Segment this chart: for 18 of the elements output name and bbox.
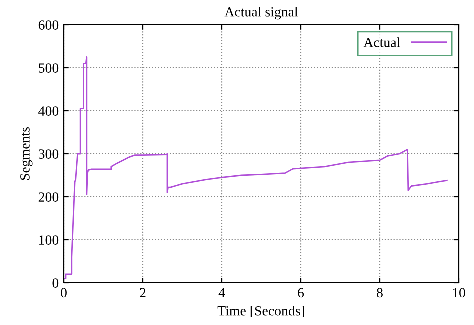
y-tick-label: 400	[38, 106, 59, 116]
legend-label: Actual	[364, 38, 400, 48]
y-tick-label: 600	[38, 20, 59, 30]
chart-title: Actual signal	[224, 7, 298, 20]
y-tick-label: 200	[38, 192, 59, 202]
x-axis-title: Time [Seconds]	[218, 306, 304, 318]
x-tick-label: 6	[298, 288, 304, 298]
x-tick-label: 2	[140, 288, 146, 298]
y-axis-title: Segments	[20, 128, 33, 180]
y-tick-label: 500	[39, 64, 59, 73]
y-tick-label: 100	[40, 236, 59, 245]
y-tick-label: 0	[52, 278, 59, 288]
line-series	[64, 56, 448, 280]
x-tick-label: 4	[218, 288, 226, 298]
x-tick-label: 10	[453, 288, 466, 298]
y-tick-label: 300	[38, 150, 59, 159]
x-tick-label: 8	[377, 288, 383, 298]
x-tick-label: 0	[61, 288, 67, 298]
